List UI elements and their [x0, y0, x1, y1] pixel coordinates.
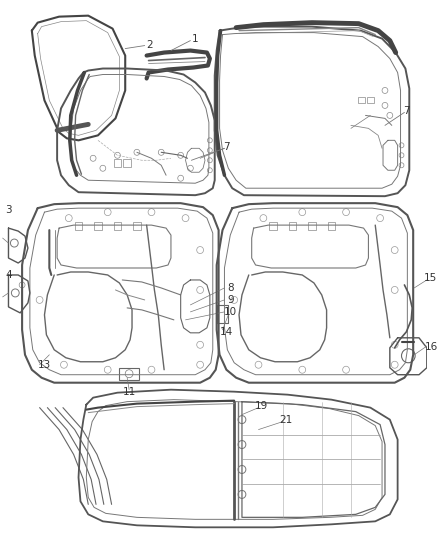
Bar	[328, 222, 336, 230]
Text: 7: 7	[223, 142, 230, 152]
Text: 2: 2	[146, 39, 153, 50]
Bar	[358, 98, 364, 103]
Bar	[269, 222, 277, 230]
Bar	[367, 98, 374, 103]
Bar	[217, 305, 228, 323]
Text: 11: 11	[123, 386, 136, 397]
Text: 10: 10	[224, 307, 237, 317]
Bar	[308, 222, 316, 230]
Bar	[123, 159, 131, 167]
Text: 7: 7	[403, 107, 410, 116]
Bar	[94, 222, 102, 230]
Text: 1: 1	[192, 34, 198, 44]
Text: 16: 16	[425, 342, 438, 352]
Text: 9: 9	[227, 295, 233, 305]
Text: 8: 8	[227, 283, 233, 293]
Bar	[113, 222, 121, 230]
Text: 19: 19	[255, 401, 268, 410]
Bar	[74, 222, 82, 230]
Text: 14: 14	[220, 327, 233, 337]
Text: 21: 21	[279, 415, 293, 425]
Bar	[289, 222, 297, 230]
Text: 13: 13	[38, 360, 51, 370]
Text: 15: 15	[424, 273, 437, 283]
Bar	[120, 368, 139, 379]
Text: 3: 3	[5, 205, 12, 215]
Text: 4: 4	[5, 270, 12, 280]
Bar	[133, 222, 141, 230]
Bar	[113, 159, 121, 167]
